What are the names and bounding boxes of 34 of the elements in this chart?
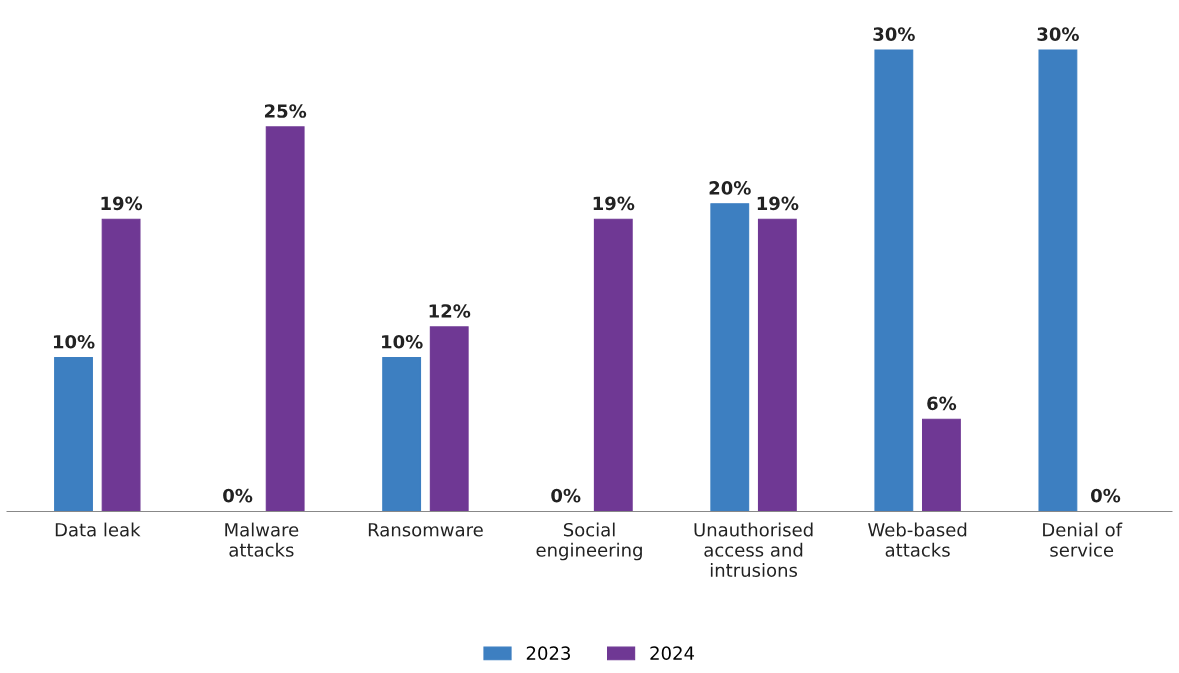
data-label: 30% bbox=[1037, 27, 1079, 41]
data-label: 19% bbox=[593, 196, 635, 211]
data-label: 10% bbox=[53, 334, 95, 349]
x-tick-label: Ransomware bbox=[368, 523, 483, 537]
data-label: 30% bbox=[873, 27, 915, 41]
data-label: 6% bbox=[927, 396, 957, 411]
bar bbox=[757, 218, 797, 512]
legend-label: 2023 bbox=[526, 646, 570, 660]
data-label: 12% bbox=[429, 304, 471, 318]
data-label: 19% bbox=[101, 196, 143, 211]
data-label: 0% bbox=[551, 488, 581, 503]
bar bbox=[710, 203, 750, 512]
bar bbox=[382, 357, 422, 512]
x-tick-label: Data leak bbox=[55, 522, 141, 537]
bar bbox=[1038, 49, 1078, 512]
x-tick-label: Unauthorised access and intrusions bbox=[694, 522, 813, 577]
data-label: 25% bbox=[264, 104, 307, 118]
bar bbox=[54, 357, 93, 512]
data-label: 10% bbox=[382, 334, 423, 349]
bar bbox=[265, 126, 305, 512]
bar bbox=[921, 418, 961, 512]
x-tick-label: Web-based attacks bbox=[868, 522, 967, 557]
data-label: 0% bbox=[223, 488, 253, 503]
bar bbox=[101, 218, 141, 512]
x-tick-label: Malware attacks bbox=[225, 522, 299, 557]
data-label: 0% bbox=[1091, 488, 1121, 503]
x-tick-label: Social engineering bbox=[536, 522, 642, 561]
bar bbox=[874, 49, 914, 512]
data-label: 19% bbox=[757, 196, 799, 211]
legend-label: 2024 bbox=[650, 646, 695, 660]
bar bbox=[429, 326, 469, 512]
bar bbox=[593, 218, 633, 512]
data-label: 20% bbox=[709, 181, 751, 195]
x-tick-label: Denial of service bbox=[1043, 522, 1123, 557]
